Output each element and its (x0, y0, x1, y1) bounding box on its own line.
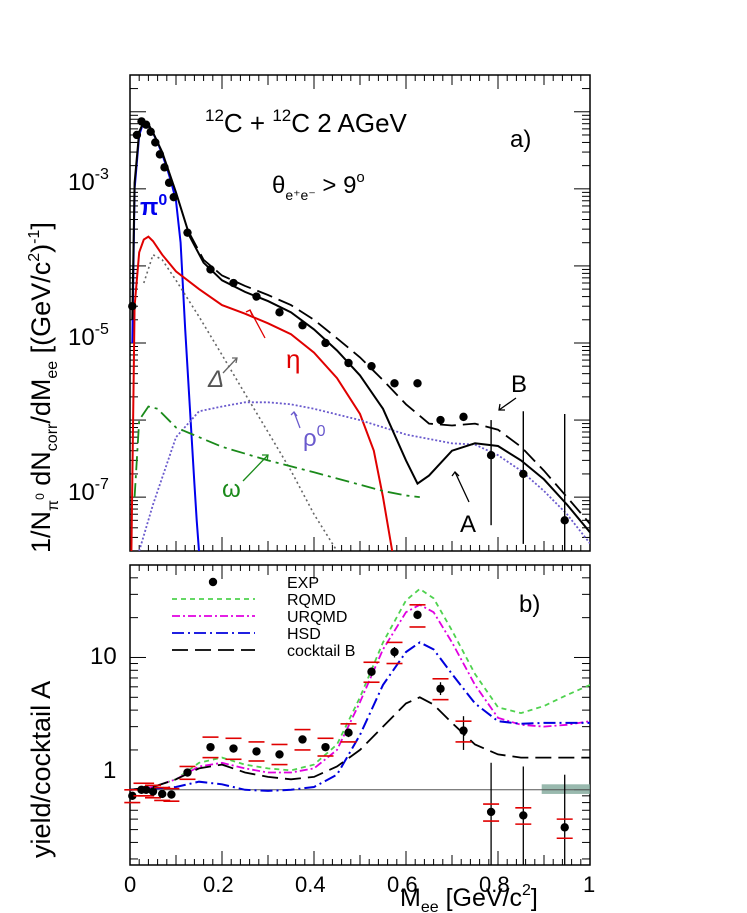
panel-a-title: 12C + 12C 2 AGeV (205, 106, 408, 138)
data-point (128, 302, 137, 311)
panel-a-data-points (128, 117, 569, 551)
data-point (155, 150, 165, 159)
omega-label: ω (222, 476, 241, 503)
exp-data-point (321, 742, 330, 752)
panel-a-ticks (129, 74, 591, 552)
delta-label: Δ (207, 366, 224, 393)
exp-data-point (519, 811, 528, 820)
exp-data-point (298, 735, 307, 744)
exp-data-point (229, 744, 238, 753)
data-point (459, 412, 468, 422)
eta-curve (130, 235, 394, 551)
rqmd-curve (130, 587, 590, 791)
rho0-label: ρ0 (303, 423, 326, 452)
ytick-label-1: 1 (103, 757, 116, 784)
xtick-label-0: 0 (124, 872, 136, 897)
exp-data-point (128, 791, 137, 801)
exp-data-point (206, 742, 215, 752)
pi0-curve (131, 119, 200, 551)
hsd-curve (130, 641, 590, 792)
panel-b-label: b) (519, 591, 540, 618)
ytick-label-1e-7: 10-7 (68, 476, 109, 506)
xtick-label-0.4: 0.4 (295, 872, 326, 897)
data-point (367, 361, 376, 371)
data-point (146, 127, 155, 136)
exp-data-point (413, 610, 422, 620)
data-point (132, 130, 142, 140)
exp-data-point (436, 684, 445, 693)
data-point (413, 379, 422, 388)
legend-label: URQMD (287, 609, 347, 626)
data-point (275, 308, 284, 317)
xtick-label-0.2: 0.2 (203, 872, 234, 897)
pi0-label: π0 (140, 192, 167, 221)
curve-A-label: A (460, 511, 476, 538)
data-point (560, 516, 569, 525)
data-point (183, 228, 192, 237)
exp-data-point (486, 807, 496, 817)
ytick-label-1e-3: 10-3 (68, 166, 109, 196)
data-point (344, 358, 353, 368)
exp-data-point (367, 667, 376, 676)
exp-data-point (560, 823, 569, 832)
cocktail-B-curve (189, 233, 590, 525)
data-point (229, 278, 238, 288)
omega-curve (133, 405, 420, 498)
panel-a-label: a) (510, 126, 531, 153)
legend-label: cocktail B (287, 643, 355, 660)
exp-data-point (344, 728, 353, 737)
exp-data-point (167, 790, 176, 799)
urqmd-curve (130, 603, 590, 791)
data-point (321, 338, 330, 348)
legend-label: HSD (287, 626, 321, 643)
data-point (141, 120, 151, 129)
annotation-arrows (222, 309, 517, 503)
data-point (164, 178, 174, 187)
panel-b-ylabel: yield/cocktail A (26, 681, 56, 858)
ytick-label-10: 10 (90, 643, 117, 670)
xtick-label-0.8: 0.8 (479, 872, 510, 897)
data-point (160, 163, 169, 172)
panel-b-data-points (124, 604, 573, 865)
exp-data-point (148, 787, 158, 796)
data-point (298, 321, 307, 330)
ytick-label-1e-5: 10-5 (68, 321, 109, 351)
data-point (151, 138, 160, 147)
exp-data-point (275, 750, 284, 759)
delta-curve (143, 253, 338, 551)
data-point (169, 192, 178, 202)
cocktail-B-ratio-curve (130, 696, 590, 791)
data-point (436, 415, 445, 425)
rho0-curve (138, 401, 590, 551)
data-point (252, 292, 261, 301)
legend-label: RQMD (287, 592, 336, 609)
xtick-label-1: 1 (583, 872, 595, 897)
panel-b-curves (130, 587, 590, 792)
data-point (486, 450, 496, 460)
legend-label: EXP (287, 575, 319, 592)
exp-data-point (252, 747, 261, 756)
exp-data-point (459, 726, 468, 735)
curve-B-label: B (511, 371, 527, 398)
eta-label: η (286, 344, 300, 374)
data-point (390, 379, 399, 388)
exp-data-point (183, 768, 192, 777)
xtick-label-0.6: 0.6 (387, 872, 418, 897)
x-axis-label: Mee [GeV/c2] (400, 882, 538, 913)
exp-data-point (390, 647, 399, 657)
legend-marker-exp (208, 577, 218, 587)
data-point (206, 265, 215, 274)
data-point (519, 469, 528, 479)
exp-data-point (158, 789, 167, 799)
panel-a-ylabel: 1/Nπ0 dNcorr/dMee [(GeV/c2)-1] (26, 222, 62, 553)
normalization-band (541, 784, 590, 794)
exp-data-point (141, 785, 151, 794)
angle-cut-annotation: θe⁺e⁻ > 9o (272, 169, 365, 203)
